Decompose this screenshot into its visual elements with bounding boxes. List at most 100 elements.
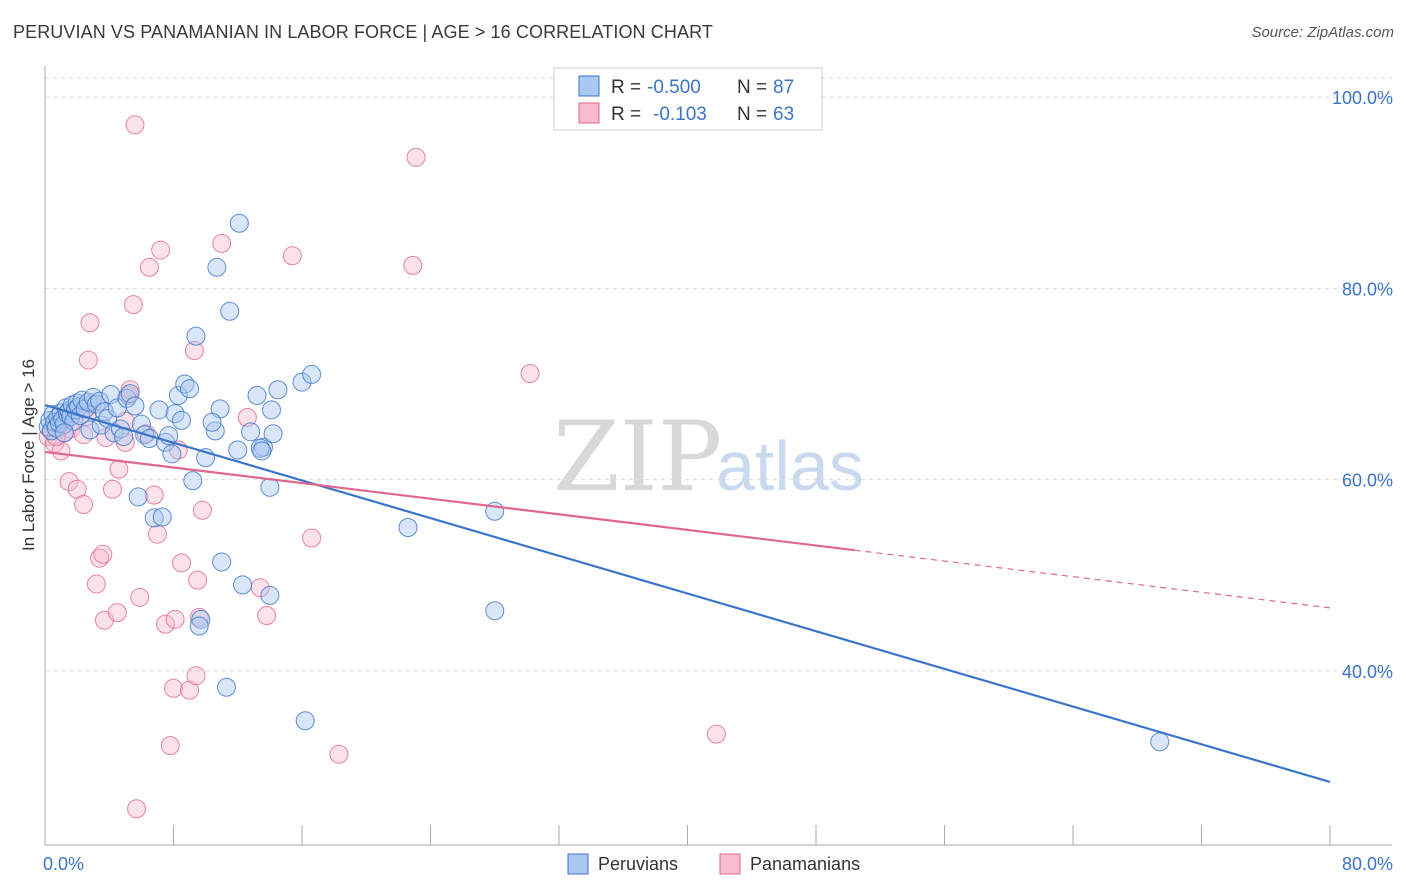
data-point-panamanian <box>172 553 192 573</box>
y-tick-label: 100.0% <box>1332 88 1393 108</box>
watermark-atlas: atlas <box>716 427 864 505</box>
data-point-peruvian <box>207 257 227 277</box>
data-point-panamanian <box>186 666 206 686</box>
trend-line-panamanians <box>44 450 855 552</box>
y-tick-label: 80.0% <box>1342 279 1393 299</box>
data-point-peruvian <box>398 518 418 537</box>
data-point-peruvian <box>263 424 283 444</box>
y-tick-label: 40.0% <box>1342 662 1393 682</box>
data-point-panamanian <box>90 548 110 568</box>
data-point-panamanian <box>127 799 147 819</box>
data-point-peruvian <box>191 609 211 629</box>
x-tick-labels: 0.0% 80.0% <box>43 854 1393 874</box>
data-point-peruvian <box>162 444 182 464</box>
data-point-peruvian <box>292 372 312 392</box>
data-point-panamanian <box>80 313 100 333</box>
bottom-legend-swatch-panamanians <box>719 853 741 875</box>
data-point-peruvian <box>183 471 203 491</box>
data-point-panamanian <box>160 736 180 756</box>
data-point-peruvian <box>168 385 188 405</box>
data-point-peruvian <box>295 711 315 731</box>
data-point-panamanian <box>192 500 212 520</box>
watermark-zip: ZIP <box>553 401 722 513</box>
data-point-peruvian <box>186 326 206 346</box>
data-point-peruvian <box>250 438 270 458</box>
bottom-legend-label-peruvians: Peruvians <box>598 854 678 874</box>
data-point-peruvian <box>90 391 110 411</box>
legend-n-value-1: 87 <box>773 77 794 98</box>
data-point-panamanian <box>184 341 204 361</box>
data-point-panamanian <box>406 147 426 167</box>
data-point-peruvian <box>1150 732 1170 752</box>
data-point-panamanian <box>329 744 349 764</box>
legend-r-value-1: -0.500 <box>647 77 701 98</box>
data-point-panamanian <box>109 459 129 479</box>
trend-line-peruvians <box>44 403 1331 784</box>
data-point-panamanian <box>102 479 122 499</box>
x-tick-label-start: 0.0% <box>43 854 84 874</box>
legend-swatch-peruvians <box>578 75 600 97</box>
data-point-panamanian <box>125 115 145 135</box>
data-point-panamanian <box>706 724 726 744</box>
bottom-legend: Peruvians Panamanians <box>567 853 860 875</box>
bottom-legend-swatch-peruvians <box>567 853 589 875</box>
data-point-panamanian <box>520 363 540 383</box>
data-point-peruvian <box>152 507 172 527</box>
data-point-peruvian <box>80 420 100 440</box>
data-point-peruvian <box>220 301 240 321</box>
data-point-panamanian <box>155 614 175 634</box>
data-point-peruvian <box>180 379 200 399</box>
data-point-peruvian <box>172 410 192 430</box>
data-point-peruvian <box>260 585 280 605</box>
legend-box: R = -0.500 N = 87 R = -0.103 N = 63 <box>553 67 823 131</box>
trend-line-panamanians-dashed <box>854 549 1331 609</box>
data-point-peruvian <box>485 601 505 621</box>
data-point-peruvian <box>229 213 249 233</box>
source-credit: Source: ZipAtlas.com <box>1251 24 1394 41</box>
data-point-panamanian <box>147 524 167 544</box>
data-point-panamanian <box>86 574 106 594</box>
data-point-peruvian <box>247 385 267 405</box>
data-point-peruvian <box>217 677 237 697</box>
data-point-panamanian <box>188 570 208 590</box>
legend-swatch-panamanians <box>578 102 600 124</box>
data-point-panamanian <box>139 257 159 277</box>
y-tick-labels: 40.0% 60.0% 80.0% 100.0% <box>1332 88 1393 682</box>
data-point-peruvian <box>120 384 140 404</box>
axes <box>44 66 1392 846</box>
legend-n-value-2: 63 <box>773 104 794 125</box>
data-point-panamanian <box>123 295 143 315</box>
data-point-peruvian <box>212 552 232 572</box>
data-point-panamanian <box>403 255 423 275</box>
data-point-panamanian <box>144 485 164 505</box>
y-axis-label: In Labor Force | Age > 16 <box>19 359 38 551</box>
data-point-panamanian <box>74 495 94 515</box>
data-point-panamanian <box>130 587 150 607</box>
data-point-panamanian <box>165 609 185 629</box>
x-tick-label-end: 80.0% <box>1342 854 1393 874</box>
legend-n-label-2: N = <box>737 104 767 125</box>
data-point-peruvian <box>233 575 253 595</box>
legend-n-label-1: N = <box>737 77 767 98</box>
bottom-legend-label-panamanians: Panamanians <box>750 854 860 874</box>
data-point-panamanian <box>237 407 257 427</box>
data-point-panamanian <box>302 528 322 548</box>
data-point-panamanian <box>282 246 302 266</box>
data-point-peruvian <box>261 400 281 420</box>
data-point-panamanian <box>78 350 98 370</box>
data-point-peruvian <box>128 487 148 507</box>
data-point-panamanian <box>107 603 127 623</box>
data-point-panamanian <box>59 472 79 492</box>
data-point-peruvian <box>241 422 261 442</box>
data-point-peruvian <box>125 396 145 416</box>
data-point-peruvian <box>149 400 169 420</box>
data-point-peruvian <box>189 616 209 636</box>
trend-lines <box>44 403 1331 784</box>
legend-r-label-1: R = <box>611 77 641 98</box>
data-point-peruvian <box>252 441 272 461</box>
data-point-panamanian <box>180 680 200 700</box>
data-point-panamanian <box>93 544 113 564</box>
data-point-peruvian <box>302 364 322 384</box>
data-point-peruvian <box>268 380 288 400</box>
